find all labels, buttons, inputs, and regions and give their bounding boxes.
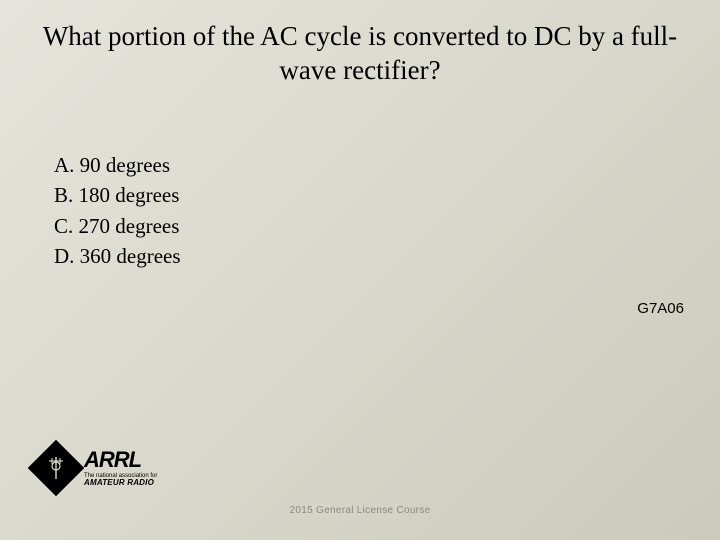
answer-option: A. 90 degrees xyxy=(54,150,181,180)
answer-option: D. 360 degrees xyxy=(54,241,181,271)
antenna-icon xyxy=(43,455,69,481)
logo-arrl-text: ARRL xyxy=(84,449,157,471)
question-id: G7A06 xyxy=(637,300,684,317)
answer-option: C. 270 degrees xyxy=(54,211,181,241)
arrl-logo: ARRL The national association for AMATEU… xyxy=(36,448,157,488)
answer-option: B. 180 degrees xyxy=(54,180,181,210)
footer-text: 2015 General License Course xyxy=(0,505,720,516)
answer-list: A. 90 degrees B. 180 degrees C. 270 degr… xyxy=(54,150,181,272)
logo-subtitle-bottom: AMATEUR RADIO xyxy=(84,479,157,487)
question-text: What portion of the AC cycle is converte… xyxy=(40,20,680,88)
logo-diamond-icon xyxy=(28,440,85,497)
